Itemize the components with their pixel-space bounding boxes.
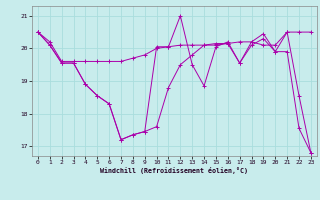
- X-axis label: Windchill (Refroidissement éolien,°C): Windchill (Refroidissement éolien,°C): [100, 167, 248, 174]
